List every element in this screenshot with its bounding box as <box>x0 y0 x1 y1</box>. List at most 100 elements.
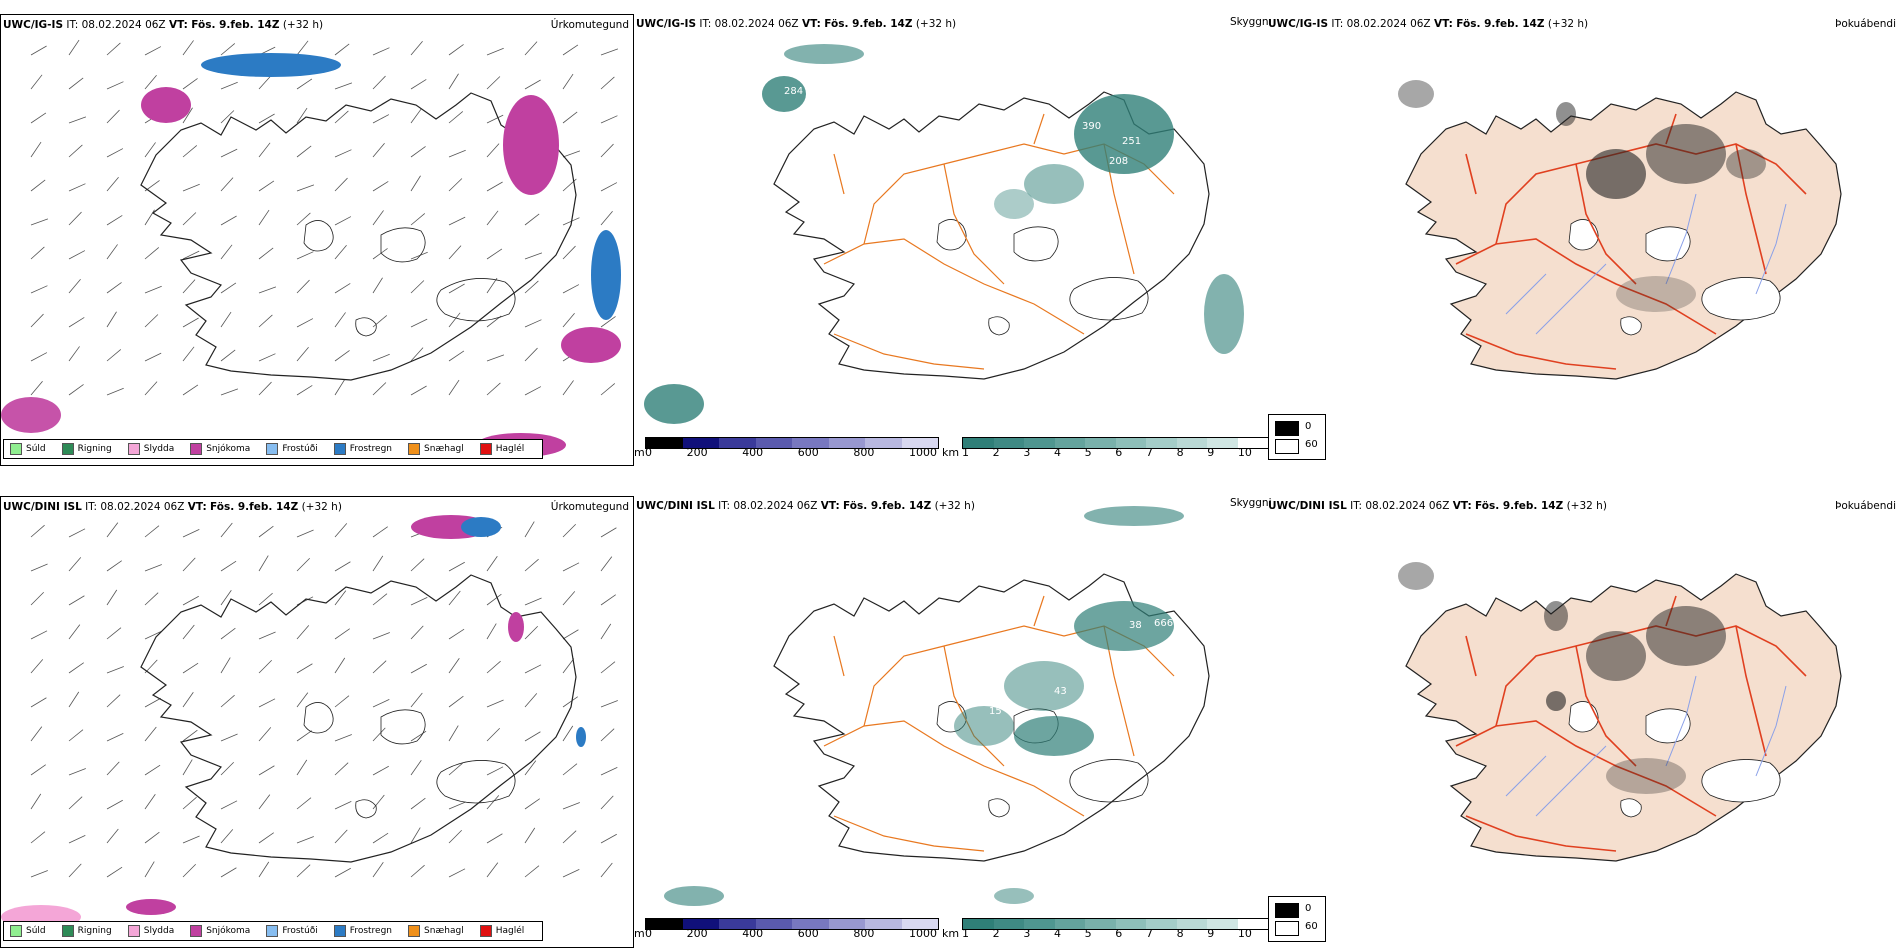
wind-barb <box>600 795 614 810</box>
wind-barb <box>448 658 460 674</box>
wind-barb <box>258 180 275 192</box>
wind-barb <box>30 74 43 90</box>
wind-barb <box>486 795 500 810</box>
fog-map-1 <box>1398 80 1842 380</box>
colorbar-step <box>828 919 865 929</box>
wind-barb <box>182 78 198 90</box>
wind-barbs <box>30 39 619 396</box>
road <box>1103 625 1135 757</box>
wind-barb <box>334 734 352 742</box>
vis-ticks-m: 0 200 400 600 800 1000 <box>645 446 937 459</box>
wind-barb <box>600 115 618 124</box>
wind-barb <box>524 79 541 90</box>
colorbar-tick: 0 <box>645 927 652 940</box>
glacier-outline <box>1701 759 1781 803</box>
wind-barb <box>30 697 47 708</box>
legend-label: Snæhagl <box>424 444 464 454</box>
wind-barb <box>68 77 84 90</box>
river <box>1665 193 1697 285</box>
wind-barb <box>296 797 312 810</box>
wind-barb <box>220 43 236 56</box>
wind-barb <box>220 177 234 192</box>
wind-barb <box>68 211 82 226</box>
colorbar-tick: 8 <box>1176 927 1184 940</box>
wind-barb <box>486 47 504 56</box>
colorbar-step <box>1085 438 1116 448</box>
wind-barb <box>448 695 464 708</box>
legend-swatch <box>333 925 346 937</box>
wind-barb <box>258 861 270 878</box>
wind-barb <box>30 179 46 192</box>
wind-barb <box>410 347 424 362</box>
fog-area <box>1646 124 1726 184</box>
wind-barb <box>372 142 385 158</box>
wind-barb <box>486 623 497 640</box>
wind-barb <box>258 209 270 226</box>
fog-scale-max-swatch <box>1275 903 1299 918</box>
fog-scale-max-label: 0 <box>1305 421 1312 432</box>
wind-barb <box>220 761 235 776</box>
coastline <box>140 574 577 863</box>
wind-barb <box>144 631 162 640</box>
wind-barb <box>600 210 613 226</box>
colorbar-tick: 10 <box>1237 446 1252 459</box>
visibility-map-2: 666 38 43 15 150 <box>664 506 1210 906</box>
precip-map-2 <box>1 515 618 929</box>
wind-barb <box>68 250 86 260</box>
wind-barb <box>486 210 499 226</box>
visibility-value: 251 <box>1122 136 1141 147</box>
glacier-outline <box>355 317 377 337</box>
wind-barb <box>372 593 388 606</box>
wind-barb <box>144 794 156 810</box>
colorbar-step <box>1115 919 1146 929</box>
wind-barb <box>448 725 459 742</box>
wind-barb <box>182 595 199 606</box>
wind-barb <box>106 349 122 362</box>
wind-barb <box>600 594 616 606</box>
wind-barb <box>524 693 538 708</box>
glacier-outline <box>988 798 1010 818</box>
iceland-map <box>140 92 577 381</box>
wind-barb <box>486 248 503 260</box>
wind-barb <box>106 244 118 260</box>
wind-barb <box>524 597 542 606</box>
wind-barb <box>144 74 157 90</box>
wind-barb <box>334 149 352 158</box>
wind-barb <box>486 862 499 878</box>
wind-barb <box>106 761 120 776</box>
wind-barb <box>30 246 45 260</box>
wind-barb <box>106 560 122 572</box>
low-visibility-area <box>1004 661 1084 711</box>
river <box>1755 203 1787 295</box>
low-visibility-area <box>784 44 864 64</box>
legend-swatch <box>190 925 203 937</box>
coastline <box>773 91 1210 380</box>
wind-barb <box>600 556 613 572</box>
legend-label: Frostregn <box>349 926 393 936</box>
wind-barb <box>220 560 237 572</box>
wind-barb <box>334 801 352 810</box>
wind-barb <box>562 869 580 878</box>
wind-barb <box>68 729 84 742</box>
colorbar-step <box>755 919 792 929</box>
legend-item: Haglél <box>479 443 524 455</box>
wind-barb <box>296 279 310 294</box>
wind-barb <box>68 116 87 124</box>
wind-barb <box>296 107 308 124</box>
wind-barb <box>562 830 577 844</box>
wind-barb <box>68 863 82 878</box>
low-visibility-area <box>1084 506 1184 526</box>
vis-ticks-m: 0 200 400 600 800 1000 <box>645 927 937 940</box>
legend-label: Snjókoma <box>206 444 251 454</box>
wind-barb <box>486 181 503 192</box>
wind-barb <box>182 624 195 640</box>
wind-barb <box>334 177 348 192</box>
visibility-value: 18 <box>1034 206 1047 217</box>
legend-item: Slydda <box>127 443 174 455</box>
wind-barb <box>106 81 124 90</box>
wind-barb <box>220 733 238 742</box>
wind-barb <box>372 248 388 260</box>
wind-barb <box>182 346 195 362</box>
wind-barb <box>562 44 579 56</box>
panel-header: UWC/DINI ISL IT: 08.02.2024 06Z VT: Fös.… <box>1268 500 1607 512</box>
